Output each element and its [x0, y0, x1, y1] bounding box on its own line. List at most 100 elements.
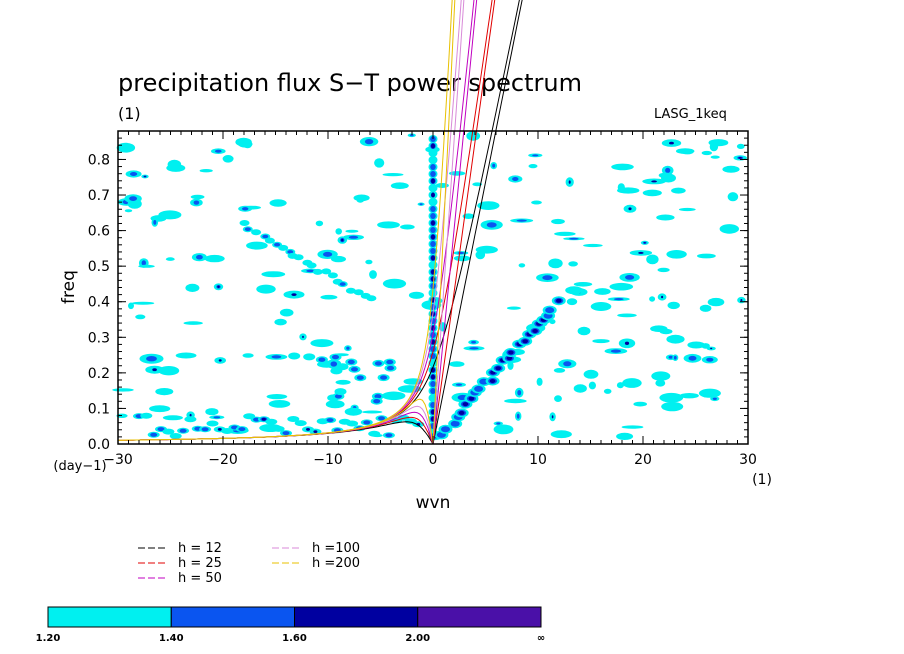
power-patch	[736, 143, 745, 149]
power-patch	[196, 254, 203, 260]
chart-title: precipitation flux S−T power spectrum	[118, 69, 582, 97]
power-patch	[344, 407, 363, 416]
power-patch	[184, 416, 197, 423]
power-patch	[347, 359, 355, 365]
power-patch	[262, 234, 269, 239]
power-patch	[129, 196, 138, 202]
power-patch	[506, 356, 513, 361]
y-tick-label: 0.2	[88, 366, 110, 382]
power-patch	[671, 187, 686, 194]
power-patch	[138, 264, 155, 268]
power-patch	[611, 163, 634, 171]
power-patch	[657, 267, 670, 273]
x-tick-label: 10	[529, 452, 547, 468]
power-patch	[282, 431, 290, 436]
y-tick-label: 0.1	[88, 401, 110, 417]
power-patch	[339, 282, 346, 286]
power-patch	[278, 244, 289, 251]
power-patch	[144, 175, 146, 178]
power-patch	[374, 361, 382, 366]
power-patch	[323, 251, 333, 257]
power-patch	[353, 194, 370, 202]
power-patch	[130, 172, 138, 176]
power-patch	[327, 272, 338, 279]
power-patch	[628, 207, 632, 211]
power-patch	[590, 302, 612, 311]
power-patch	[517, 390, 522, 396]
power-patch	[536, 377, 543, 386]
power-patch	[199, 169, 213, 173]
power-patch	[669, 141, 674, 145]
power-patch	[334, 388, 347, 396]
power-patch	[400, 224, 415, 230]
power-patch	[146, 356, 157, 362]
power-patch	[272, 425, 285, 432]
power-patch	[293, 254, 304, 261]
power-patch	[378, 416, 385, 421]
power-patch	[569, 237, 579, 240]
power-patch	[428, 198, 438, 206]
power-patch	[687, 341, 705, 349]
power-patch	[266, 394, 288, 400]
y-axis-label: freq	[59, 270, 79, 304]
colorbar-level-label: 1.20	[36, 633, 61, 644]
legend-entry: h =200	[272, 556, 360, 571]
power-patch	[274, 242, 281, 247]
power-patch	[449, 361, 465, 367]
power-patch	[430, 388, 436, 394]
power-patch	[588, 381, 597, 390]
power-patch	[698, 388, 721, 398]
power-patch	[326, 418, 334, 423]
power-patch	[157, 427, 165, 432]
power-patch	[573, 384, 587, 393]
power-patch	[577, 326, 591, 336]
y-tick-label: 0.0	[88, 437, 110, 453]
power-patch	[313, 430, 318, 433]
power-patch	[532, 154, 539, 157]
power-patch	[727, 192, 739, 202]
power-patch	[549, 319, 556, 325]
power-patch	[430, 248, 436, 254]
legend-label: h =100	[312, 541, 360, 556]
power-patch	[477, 201, 500, 211]
power-patch	[419, 203, 423, 206]
power-patch	[679, 393, 699, 399]
power-patch	[363, 420, 371, 425]
power-patch	[633, 401, 647, 407]
power-patch	[651, 180, 657, 183]
power-patch	[185, 283, 200, 292]
legend-entry: h = 12	[138, 541, 222, 556]
power-patch	[489, 379, 496, 383]
power-patch	[665, 167, 671, 173]
power-patch	[149, 405, 171, 413]
power-patch	[302, 335, 304, 339]
power-patch	[116, 142, 136, 153]
power-patch	[345, 287, 356, 294]
power-patch	[493, 424, 514, 435]
power-patch	[707, 297, 725, 307]
power-patch	[651, 371, 671, 381]
power-patch	[722, 165, 740, 173]
power-patch	[325, 400, 345, 409]
power-patch	[504, 398, 527, 404]
power-patch	[431, 374, 435, 380]
power-patch	[649, 296, 656, 302]
power-patch	[158, 210, 182, 220]
power-patch	[551, 218, 565, 225]
power-patch	[532, 329, 538, 333]
power-patch	[215, 149, 222, 153]
legend-label: h = 50	[178, 571, 222, 586]
power-patch	[390, 182, 409, 189]
colorbar-swatch	[170, 606, 295, 628]
power-patch	[646, 254, 659, 265]
power-patch	[528, 164, 538, 169]
power-patch	[583, 243, 603, 248]
power-patch	[706, 357, 714, 362]
power-patch	[141, 260, 146, 266]
power-patch	[345, 229, 359, 233]
power-patch	[430, 241, 436, 247]
power-patch	[622, 378, 642, 388]
power-patch	[332, 256, 342, 261]
